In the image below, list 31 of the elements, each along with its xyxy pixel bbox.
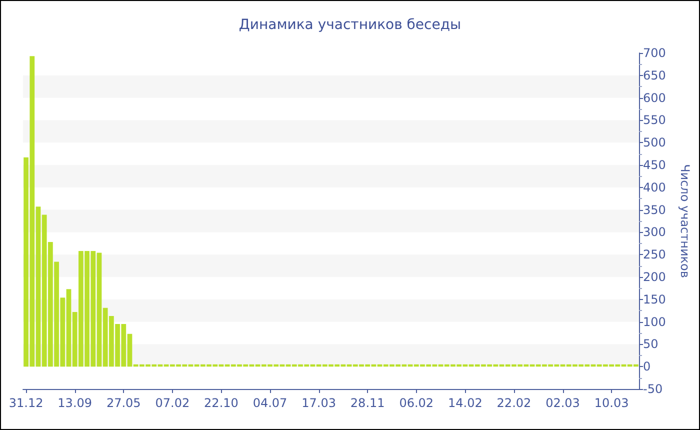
y-tick-label: 150 bbox=[643, 292, 666, 306]
x-tick-label: 22.02 bbox=[496, 396, 532, 410]
x-tick-label: 28.11 bbox=[350, 396, 385, 410]
chart-title: Динамика участников беседы bbox=[238, 17, 462, 33]
y-tick-label: 350 bbox=[643, 202, 666, 217]
x-tick-label: 10.03 bbox=[594, 396, 629, 410]
y-tick-label: 400 bbox=[643, 180, 666, 194]
y-tick-label: 100 bbox=[643, 314, 666, 329]
x-tick-label: 27.05 bbox=[106, 396, 141, 410]
y-tick-label: -50 bbox=[643, 382, 663, 396]
y-tick-label: 450 bbox=[643, 158, 666, 172]
x-tick-label: 13.09 bbox=[58, 396, 92, 410]
y-tick-label: 500 bbox=[643, 136, 666, 150]
x-tick-label: 31.12 bbox=[8, 396, 44, 410]
y-tick-label: 550 bbox=[643, 113, 666, 128]
x-tick-label: 14.02 bbox=[448, 396, 482, 410]
y-tick-label: 0 bbox=[643, 360, 651, 374]
y-tick-label: 600 bbox=[643, 90, 666, 105]
x-tick-label: 07.02 bbox=[155, 396, 190, 410]
y-tick-label: 700 bbox=[643, 46, 666, 60]
y-tick-label: 250 bbox=[643, 248, 666, 262]
y-tick-label: 300 bbox=[643, 225, 666, 240]
x-tick-label: 17.03 bbox=[302, 396, 336, 410]
x-tick-label: 06.02 bbox=[399, 396, 434, 410]
x-tick-label: 02.03 bbox=[546, 396, 580, 410]
x-tick-label: 22.10 bbox=[204, 396, 238, 410]
y-axis-title: Число участников bbox=[678, 164, 692, 278]
y-tick-label: 50 bbox=[643, 337, 658, 352]
y-tick-label: 650 bbox=[643, 68, 666, 82]
x-tick-label: 04.07 bbox=[252, 396, 288, 410]
y-tick-label: 200 bbox=[643, 270, 666, 284]
